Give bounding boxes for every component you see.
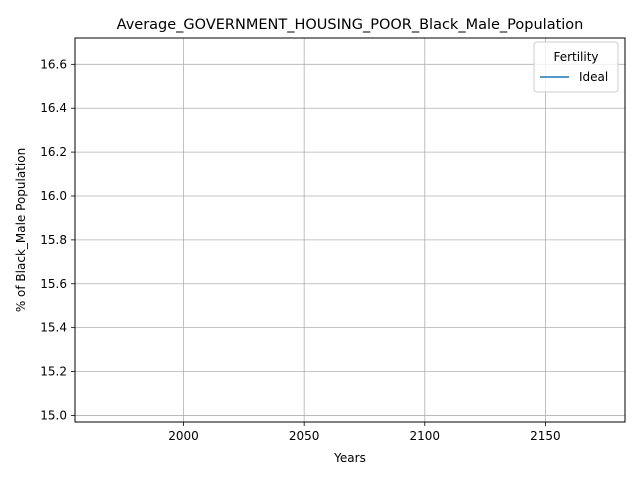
y-tick-label: 15.2 [40,365,67,379]
legend-title: Fertility [553,50,598,64]
y-tick-label: 16.0 [40,189,67,203]
plot-frame [74,37,626,423]
legend-label-ideal: Ideal [579,70,608,84]
grid [75,38,625,422]
y-tick-label: 16.2 [40,145,67,159]
x-tick-label: 2150 [530,429,561,443]
y-axis-label: % of Black_Male Population [14,148,28,312]
y-tick-label: 15.8 [40,233,67,247]
y-tick-label: 15.4 [40,321,67,335]
chart-title: Average_GOVERNMENT_HOUSING_POOR_Black_Ma… [117,17,584,33]
x-axis-label: Years [333,451,366,465]
legend: Fertility Ideal [533,41,619,93]
y-tick-label: 15.6 [40,277,67,291]
y-tick-label: 16.4 [40,101,67,115]
x-tick-label: 2100 [410,429,441,443]
ticks: 2000 2050 2100 2150 15.0 15.2 15.4 15.6 15.8 16.0… [40,57,560,443]
x-tick-label: 2050 [289,429,320,443]
y-tick-label: 16.6 [40,57,67,71]
y-tick-label: 15.0 [40,408,67,422]
x-tick-label: 2000 [168,429,199,443]
legend-box [533,41,619,93]
